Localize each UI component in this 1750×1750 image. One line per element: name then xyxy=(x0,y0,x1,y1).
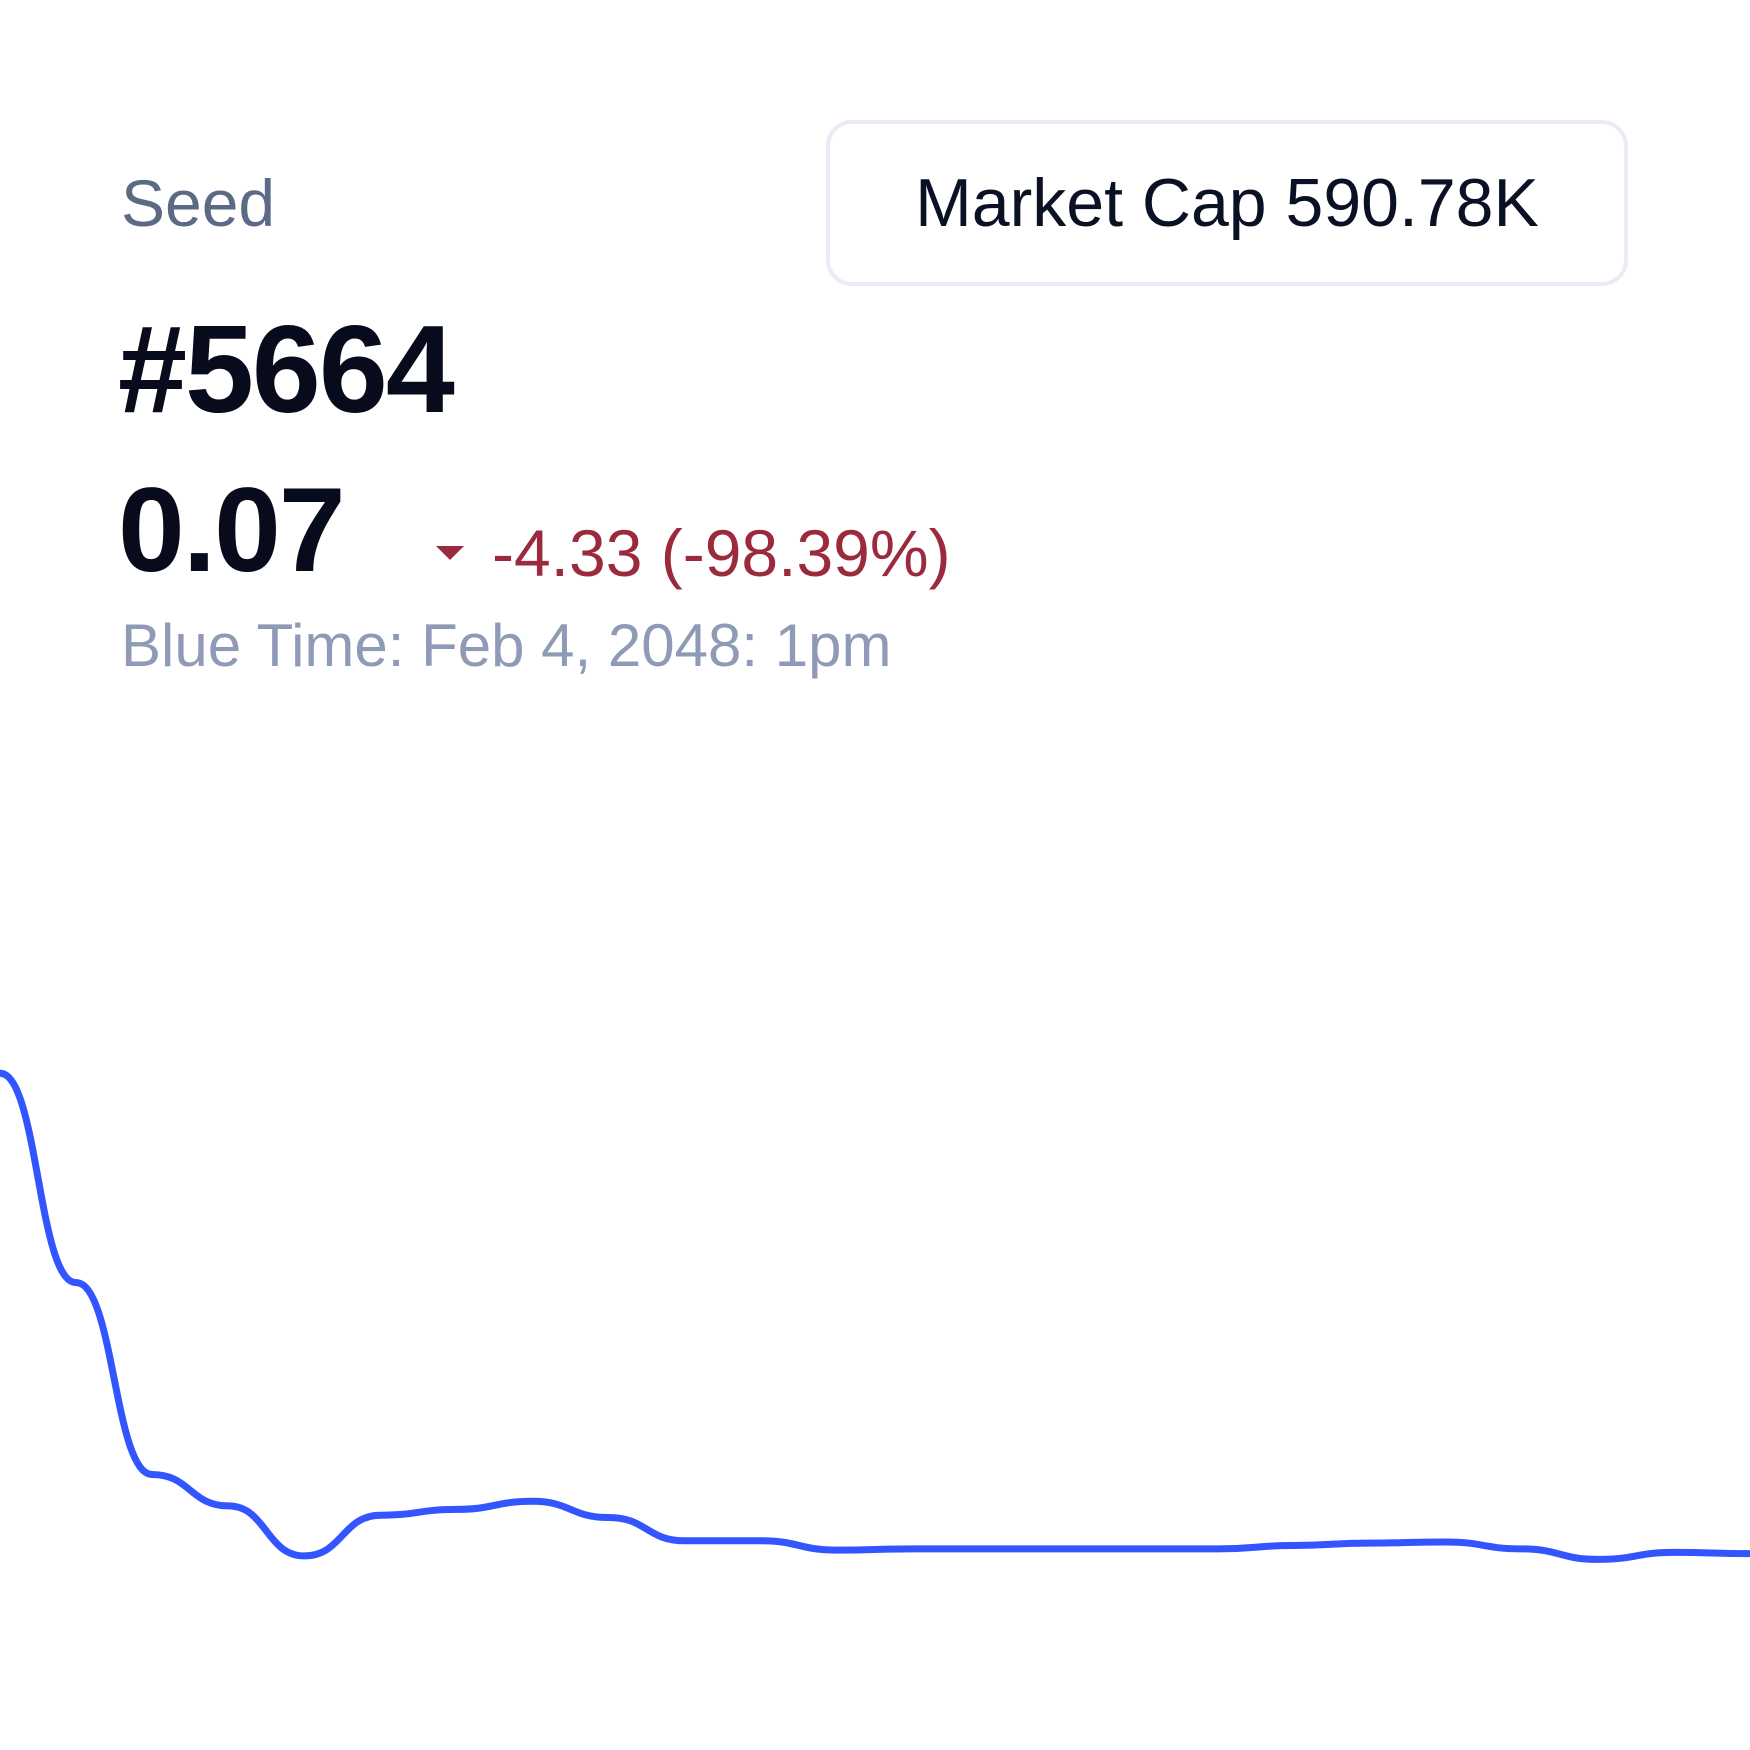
price-line xyxy=(0,1069,1750,1563)
price-change: -4.33 (-98.39%) xyxy=(436,520,951,586)
timestamp: Blue Time: Feb 4, 2048: 1pm xyxy=(121,612,892,679)
market-cap-text: Market Cap 590.78K xyxy=(915,165,1539,241)
market-cap-box: Market Cap 590.78K xyxy=(826,120,1628,286)
token-id: #5664 xyxy=(118,301,455,439)
change-text: -4.33 (-98.39%) xyxy=(492,516,951,590)
triangle-down-icon xyxy=(436,546,464,560)
price-value: 0.07 xyxy=(118,463,346,597)
collection-label: Seed xyxy=(121,166,276,240)
